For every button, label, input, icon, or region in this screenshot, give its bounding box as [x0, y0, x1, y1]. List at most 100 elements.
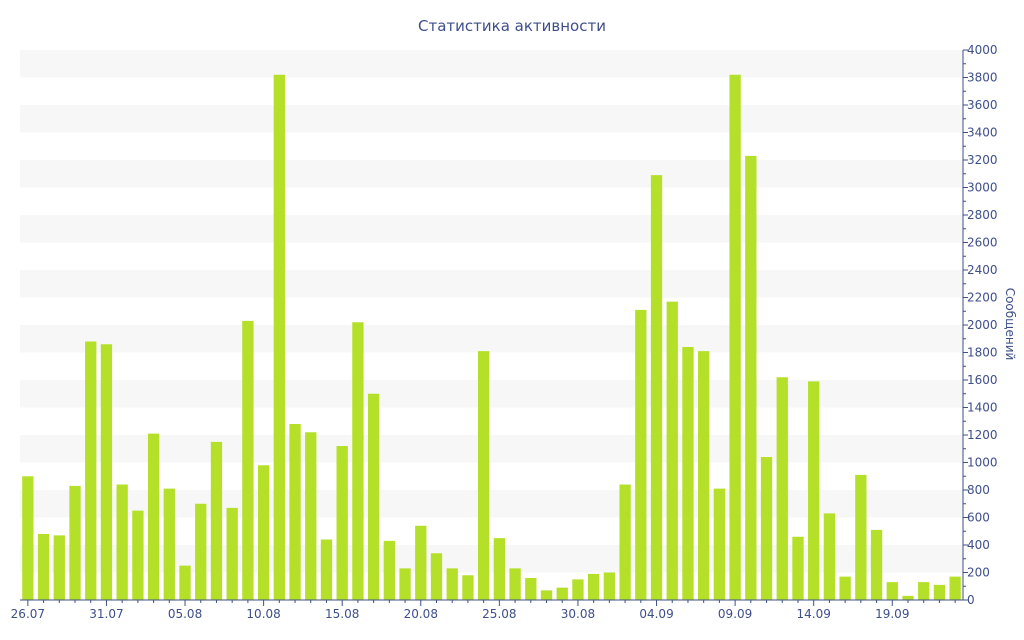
y-tick-label: 3200	[967, 153, 998, 167]
y-tick-label: 600	[967, 511, 990, 525]
bar-31.08[interactable]	[588, 573, 600, 600]
bar-08.09[interactable]	[713, 488, 726, 600]
grid-bands	[20, 50, 963, 573]
y-tick-label: 2200	[967, 291, 998, 305]
bar-15.08[interactable]	[336, 446, 348, 600]
bar-13.09[interactable]	[792, 536, 804, 600]
y-tick-label: 2800	[967, 208, 998, 222]
bar-14.09[interactable]	[808, 381, 820, 600]
y-tick-label: 2000	[967, 318, 998, 332]
y-tick-label: 1400	[967, 401, 998, 415]
y-tick-label: 2400	[967, 263, 998, 277]
y-tick-label: 0	[967, 593, 975, 607]
bar-07.09[interactable]	[698, 351, 710, 600]
bar-28.07[interactable]	[53, 535, 65, 600]
bar-26.08[interactable]	[509, 568, 521, 600]
grid-band	[20, 215, 963, 243]
y-tick-label: 1600	[967, 373, 998, 387]
bar-19.09[interactable]	[886, 582, 898, 600]
bar-02.09[interactable]	[619, 484, 631, 601]
x-tick-label: 05.08	[168, 607, 202, 621]
grid-band	[20, 270, 963, 298]
bar-04.09[interactable]	[650, 175, 663, 600]
bar-22.09[interactable]	[933, 584, 946, 600]
bar-23.09[interactable]	[949, 576, 961, 600]
bar-11.08[interactable]	[273, 74, 285, 600]
grid-band	[20, 490, 963, 518]
bar-02.08[interactable]	[132, 510, 144, 600]
grid-band	[20, 435, 963, 463]
bars	[22, 74, 961, 601]
bar-08.08[interactable]	[226, 507, 238, 600]
x-tick-label: 26.07	[11, 607, 45, 621]
bar-12.09[interactable]	[776, 377, 788, 600]
bar-01.09[interactable]	[603, 572, 616, 601]
grid-band	[20, 380, 963, 408]
x-tick-label: 25.08	[482, 607, 516, 621]
bar-16.08[interactable]	[352, 322, 364, 600]
bar-06.09[interactable]	[682, 347, 694, 600]
bar-18.08[interactable]	[383, 540, 395, 600]
bar-17.08[interactable]	[367, 393, 380, 600]
grid-band	[20, 325, 963, 353]
bar-20.09[interactable]	[902, 595, 914, 600]
bar-30.08[interactable]	[572, 579, 584, 600]
bar-07.08[interactable]	[210, 441, 223, 600]
bar-12.08[interactable]	[289, 424, 301, 600]
x-tick-label: 04.09	[639, 607, 673, 621]
grid-band	[20, 50, 963, 78]
bar-09.09[interactable]	[729, 74, 741, 600]
y-tick-label: 4000	[967, 43, 998, 57]
bar-31.07[interactable]	[100, 344, 113, 600]
y-tick-label: 3000	[967, 181, 998, 195]
bar-28.08[interactable]	[540, 590, 553, 600]
bar-05.09[interactable]	[666, 301, 678, 600]
x-tick-label: 19.09	[875, 607, 909, 621]
bar-25.08[interactable]	[493, 538, 506, 600]
bar-13.08[interactable]	[305, 432, 317, 600]
bar-27.07[interactable]	[37, 534, 50, 600]
bar-03.08[interactable]	[147, 433, 160, 600]
y-tick-label: 1800	[967, 346, 998, 360]
bar-16.09[interactable]	[839, 576, 851, 600]
bar-29.07[interactable]	[69, 485, 81, 600]
bar-26.07[interactable]	[22, 476, 34, 600]
x-axis: 26.07 31.07 05.08 10.08 15.08 20.08 25.08 30.08…	[11, 599, 963, 621]
bar-30.07[interactable]	[85, 341, 97, 601]
x-tick-label: 14.09	[797, 607, 831, 621]
bar-14.08[interactable]	[320, 539, 333, 601]
chart-title: Статистика активности	[418, 17, 606, 35]
bar-23.08[interactable]	[462, 575, 474, 600]
bar-29.08[interactable]	[556, 587, 568, 600]
bar-03.09[interactable]	[635, 309, 647, 600]
bar-06.08[interactable]	[195, 503, 207, 600]
y-tick-label: 1200	[967, 428, 998, 442]
bar-21.08[interactable]	[430, 553, 443, 600]
bar-05.08[interactable]	[179, 565, 191, 600]
bar-17.09[interactable]	[855, 474, 867, 600]
bar-20.08[interactable]	[415, 525, 427, 600]
bar-24.08[interactable]	[477, 351, 490, 600]
bar-11.09[interactable]	[760, 457, 773, 600]
bar-27.08[interactable]	[525, 578, 537, 600]
y-axis: 0 200 400 600 800 1000 1200 1400 1600 1800 2000 220…	[962, 43, 998, 607]
x-tick-label: 15.08	[325, 607, 359, 621]
grid-band	[20, 160, 963, 188]
bar-18.09[interactable]	[870, 529, 883, 600]
bar-19.08[interactable]	[399, 568, 411, 600]
y-tick-label: 2600	[967, 236, 998, 250]
bar-01.08[interactable]	[116, 484, 128, 601]
bar-15.09[interactable]	[823, 513, 836, 600]
bar-09.08[interactable]	[242, 320, 254, 600]
bar-10.09[interactable]	[745, 155, 757, 600]
y-tick-label: 200	[967, 566, 990, 580]
bar-10.08[interactable]	[257, 465, 270, 600]
grid-band	[20, 545, 963, 573]
bar-04.08[interactable]	[163, 488, 175, 600]
bar-21.09[interactable]	[918, 582, 930, 600]
y-tick-label: 3400	[967, 126, 998, 140]
y-tick-label: 800	[967, 483, 990, 497]
bar-22.08[interactable]	[446, 568, 458, 600]
y-tick-label: 400	[967, 538, 990, 552]
